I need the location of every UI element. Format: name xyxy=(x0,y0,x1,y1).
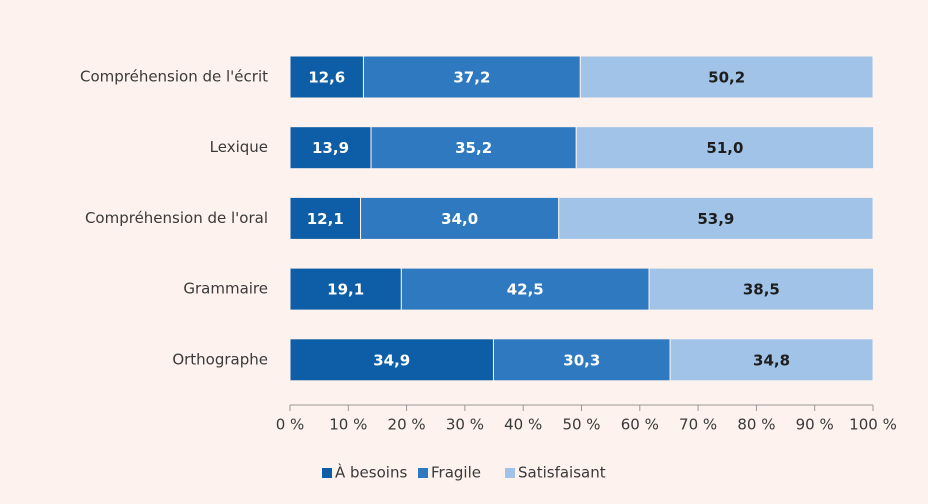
x-tick-label: 100 % xyxy=(849,416,897,434)
bar-label: 53,9 xyxy=(697,210,734,228)
bar-label: 13,9 xyxy=(312,139,349,157)
x-tick-label: 0 % xyxy=(276,416,305,434)
x-tick-label: 20 % xyxy=(388,416,426,434)
bar-segment xyxy=(579,55,874,99)
bar-label: 50,2 xyxy=(708,69,745,87)
x-tick-label: 10 % xyxy=(329,416,367,434)
legend-swatch xyxy=(322,468,332,478)
legend-label: Fragile xyxy=(431,464,481,482)
bar-segment xyxy=(575,126,875,170)
bar-label: 51,0 xyxy=(706,139,743,157)
legend-label: À besoins xyxy=(335,463,407,482)
bar-segment xyxy=(289,55,364,99)
bar-segment xyxy=(648,267,875,311)
x-tick-label: 80 % xyxy=(737,416,775,434)
bar-segment xyxy=(400,267,650,311)
x-tick-label: 90 % xyxy=(796,416,834,434)
bar-label: 12,1 xyxy=(307,210,344,228)
bar-label: 38,5 xyxy=(743,281,780,299)
x-tick-label: 70 % xyxy=(679,416,717,434)
bar-segment xyxy=(669,338,874,382)
bar-segment xyxy=(289,338,494,382)
legend-swatch xyxy=(505,468,515,478)
legend-swatch xyxy=(418,468,428,478)
bar-label: 19,1 xyxy=(327,281,364,299)
y-tick-label: Orthographe xyxy=(172,350,268,368)
bar-label: 35,2 xyxy=(455,139,492,157)
x-tick-label: 40 % xyxy=(504,416,542,434)
x-tick-label: 60 % xyxy=(621,416,659,434)
y-tick-label: Compréhension de l'écrit xyxy=(80,68,268,86)
bar-label: 34,0 xyxy=(441,210,478,228)
bar-label: 42,5 xyxy=(507,281,544,299)
bar-segment xyxy=(289,126,372,170)
bar-segment xyxy=(289,196,362,240)
bar-label: 37,2 xyxy=(453,69,490,87)
bar-segment xyxy=(558,196,874,240)
bar-label: 12,6 xyxy=(308,69,345,87)
bar-label: 34,9 xyxy=(373,351,410,369)
y-tick-label: Lexique xyxy=(210,138,268,156)
bar-label: 30,3 xyxy=(563,351,600,369)
y-tick-label: Grammaire xyxy=(183,280,268,298)
x-tick-label: 30 % xyxy=(446,416,484,434)
bar-label: 34,8 xyxy=(753,351,790,369)
bar-segment xyxy=(492,338,671,382)
bar-segment xyxy=(289,267,402,311)
bar-segment xyxy=(370,126,577,170)
x-tick-label: 50 % xyxy=(562,416,600,434)
legend-label: Satisfaisant xyxy=(518,464,606,482)
bar-segment xyxy=(360,196,560,240)
y-tick-label: Compréhension de l'oral xyxy=(85,209,268,227)
